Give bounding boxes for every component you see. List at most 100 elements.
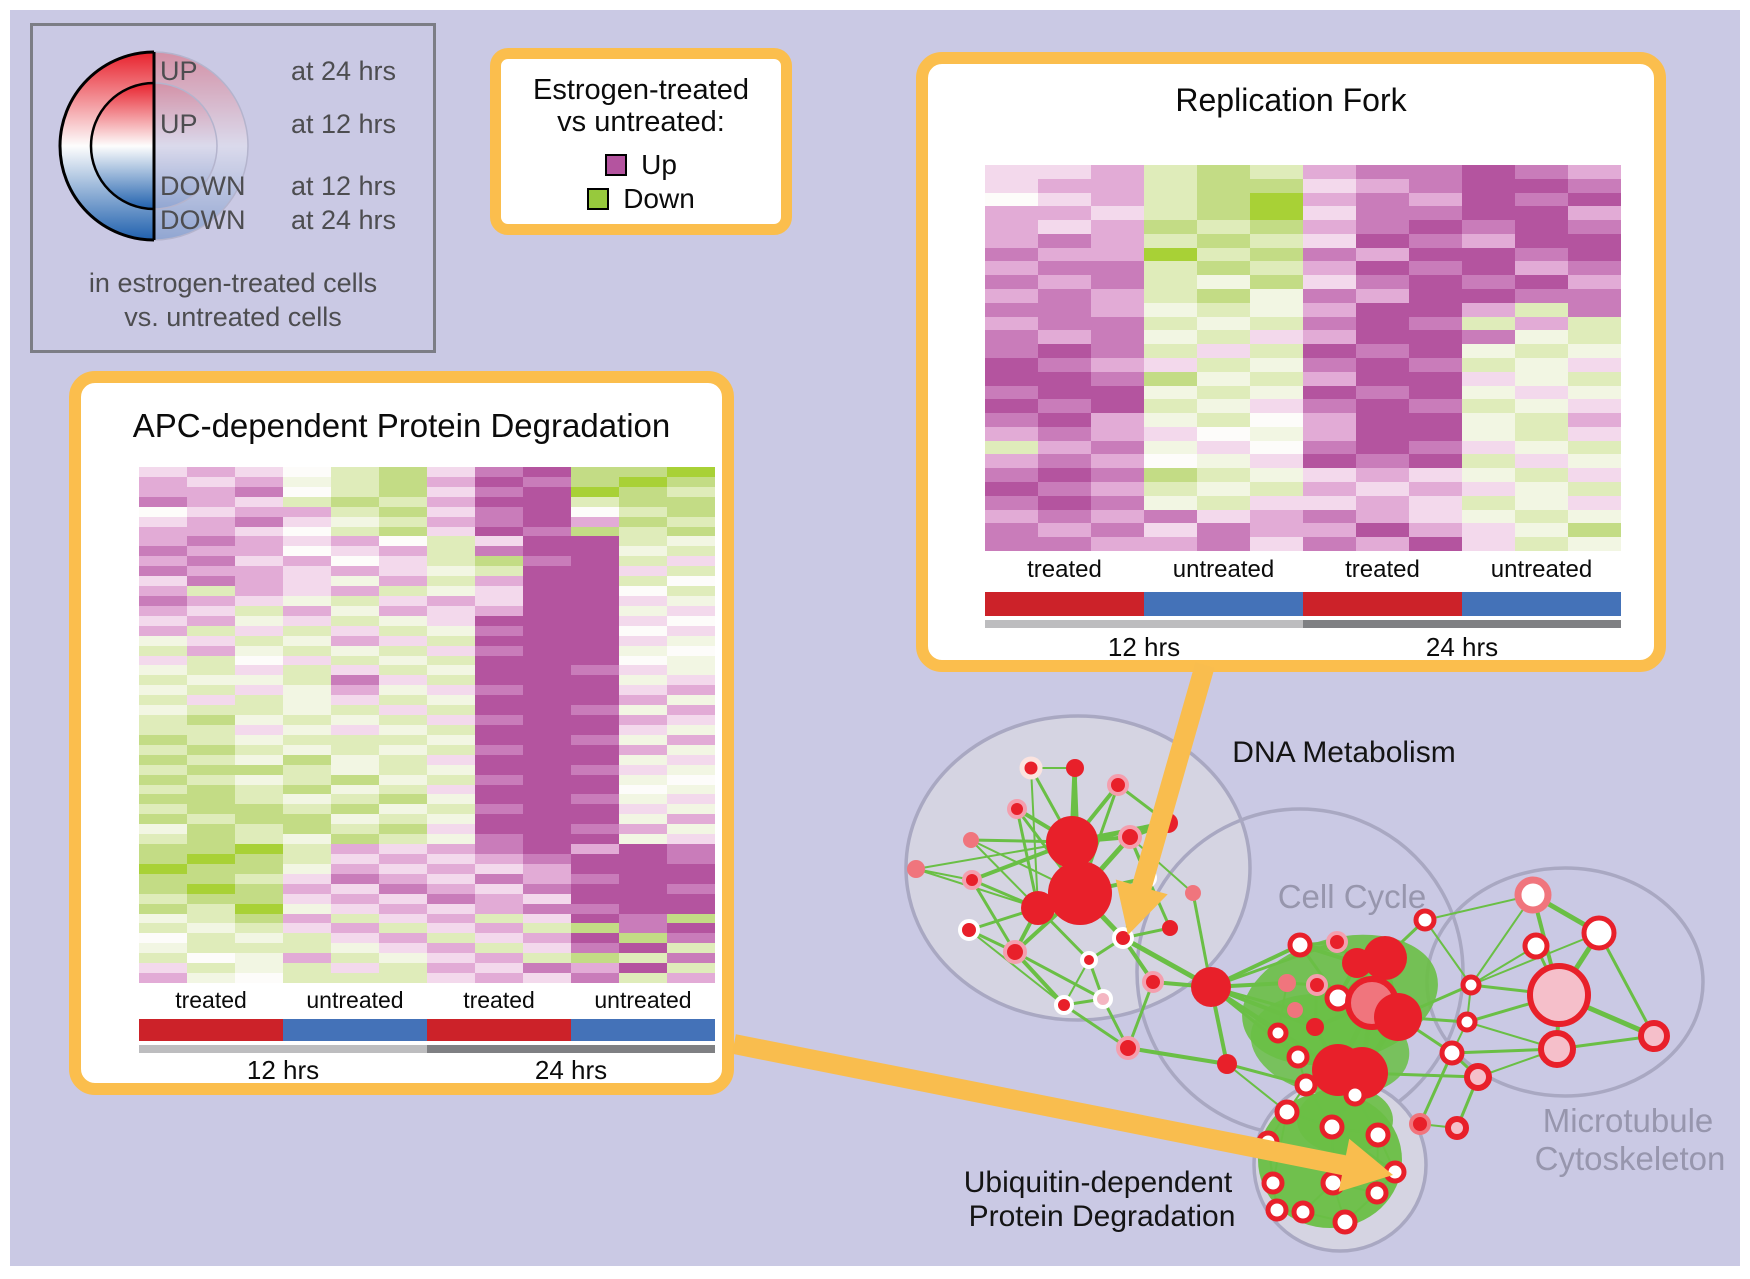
heatmap-cell bbox=[379, 576, 427, 587]
heatmap-cell bbox=[1462, 178, 1515, 193]
heatmap-cell bbox=[667, 586, 715, 596]
heatmap-cell bbox=[571, 506, 619, 517]
gene-node-whiteCore bbox=[1265, 1198, 1289, 1222]
heatmap-cell bbox=[1250, 440, 1303, 455]
heatmap-cell bbox=[1197, 330, 1250, 345]
heatmap-cell bbox=[475, 556, 523, 567]
heatmap-cell bbox=[1038, 509, 1091, 524]
heatmap-cell bbox=[571, 804, 619, 815]
heatmap-cell bbox=[1462, 399, 1515, 414]
heatmap-cell bbox=[619, 685, 667, 696]
heatmap-cell bbox=[619, 873, 667, 884]
heatmap-cell bbox=[1250, 233, 1303, 248]
heatmap-cell bbox=[475, 467, 523, 477]
heatmap-cell bbox=[1568, 371, 1621, 386]
heatmap-cell bbox=[187, 655, 235, 666]
heatmap-cell bbox=[619, 556, 667, 567]
heatmap-cell bbox=[1409, 371, 1462, 386]
heatmap-cell bbox=[1409, 302, 1462, 317]
heatmap-cell bbox=[427, 804, 475, 815]
network-edge bbox=[1267, 1141, 1278, 1211]
ubiquitin-circle bbox=[1252, 1077, 1428, 1253]
heatmap-cell bbox=[475, 586, 523, 596]
heatmap-cell bbox=[1038, 247, 1091, 262]
heatmap-cell bbox=[139, 744, 187, 755]
heatmap-cell bbox=[427, 536, 475, 547]
heatmap-cell bbox=[475, 645, 523, 656]
network-edge bbox=[1336, 1069, 1357, 1096]
heatmap-cell bbox=[619, 635, 667, 646]
heatmap-cell bbox=[1197, 165, 1250, 179]
network-edge bbox=[1470, 945, 1537, 986]
heatmap-cell bbox=[667, 506, 715, 517]
gene-node-red bbox=[1342, 948, 1372, 978]
heatmap-cell bbox=[1303, 357, 1356, 372]
heatmap-cell bbox=[1568, 233, 1621, 248]
heatmap-cell bbox=[187, 516, 235, 527]
heatmap-cell bbox=[619, 834, 667, 845]
heatmap-cell bbox=[379, 645, 427, 656]
time-label-0: 12 hrs bbox=[1107, 632, 1181, 662]
heatmap-cell bbox=[571, 844, 619, 854]
heatmap-cell bbox=[619, 695, 667, 706]
heatmap-cell bbox=[1409, 344, 1462, 358]
heatmap-cell bbox=[1303, 344, 1356, 358]
heatmap-cell bbox=[667, 715, 715, 725]
heatmap-cell bbox=[1568, 261, 1621, 276]
heatmap-cell bbox=[1462, 426, 1515, 441]
heatmap-cell bbox=[1091, 357, 1144, 372]
heatmap-cell bbox=[571, 724, 619, 735]
network-edge bbox=[1377, 1134, 1396, 1173]
heatmap-cell bbox=[985, 330, 1038, 345]
heatmap-cell bbox=[427, 903, 475, 914]
heatmap-cell bbox=[331, 546, 379, 557]
cell-cycle-label: Cell Cycle bbox=[1278, 878, 1427, 915]
heatmap-cell bbox=[523, 873, 571, 884]
heatmap-cell bbox=[187, 665, 235, 676]
heatmap-cell bbox=[571, 635, 619, 646]
network-edge bbox=[1337, 996, 1399, 1019]
network-edge bbox=[971, 878, 1039, 910]
heatmap-cell bbox=[667, 754, 715, 765]
heatmap-cell bbox=[1038, 495, 1091, 510]
heatmap-cell bbox=[1144, 206, 1197, 221]
network-edge bbox=[1272, 1111, 1288, 1184]
heatmap-cell bbox=[1091, 330, 1144, 345]
heatmap-cell bbox=[427, 724, 475, 735]
heatmap-cell bbox=[475, 824, 523, 835]
heatmap-cell bbox=[283, 893, 331, 904]
heatmap-cell bbox=[139, 665, 187, 676]
network-edge bbox=[1121, 877, 1149, 939]
heatmap-cell bbox=[619, 566, 667, 577]
heatmap-cell bbox=[331, 774, 379, 785]
heatmap-cell bbox=[139, 496, 187, 507]
network-edge bbox=[1305, 1084, 1333, 1128]
apc-degradation-title: APC-dependent Protein Degradation bbox=[132, 407, 671, 444]
heatmap-cell bbox=[187, 695, 235, 706]
heatmap-cell bbox=[379, 526, 427, 537]
heatmap-cell bbox=[667, 576, 715, 587]
heatmap-cell bbox=[1409, 165, 1462, 179]
heatmap-cell bbox=[571, 586, 619, 596]
heatmap-cell bbox=[283, 556, 331, 567]
heatmap-cell bbox=[619, 903, 667, 914]
heatmap-cell bbox=[379, 963, 427, 974]
network-edge bbox=[1070, 783, 1120, 844]
heatmap-cell bbox=[475, 734, 523, 745]
heatmap-cell bbox=[985, 371, 1038, 386]
heatmap-cell bbox=[985, 385, 1038, 400]
heatmap-cell bbox=[1303, 523, 1356, 538]
heatmap-cell bbox=[187, 804, 235, 815]
heatmap-cell bbox=[1568, 413, 1621, 427]
heatmap-cell bbox=[379, 933, 427, 944]
heatmap-cell bbox=[523, 973, 571, 983]
heatmap-cell bbox=[985, 178, 1038, 193]
heatmap-cell bbox=[1038, 289, 1091, 303]
heatmap-cell bbox=[235, 863, 283, 874]
heatmap-cell bbox=[1515, 206, 1568, 221]
heatmap-cell bbox=[667, 476, 715, 487]
heatmap-cell bbox=[667, 695, 715, 706]
heatmap-cell bbox=[331, 913, 379, 924]
heatmap-cell bbox=[427, 467, 475, 477]
heatmap-cell bbox=[1197, 426, 1250, 441]
